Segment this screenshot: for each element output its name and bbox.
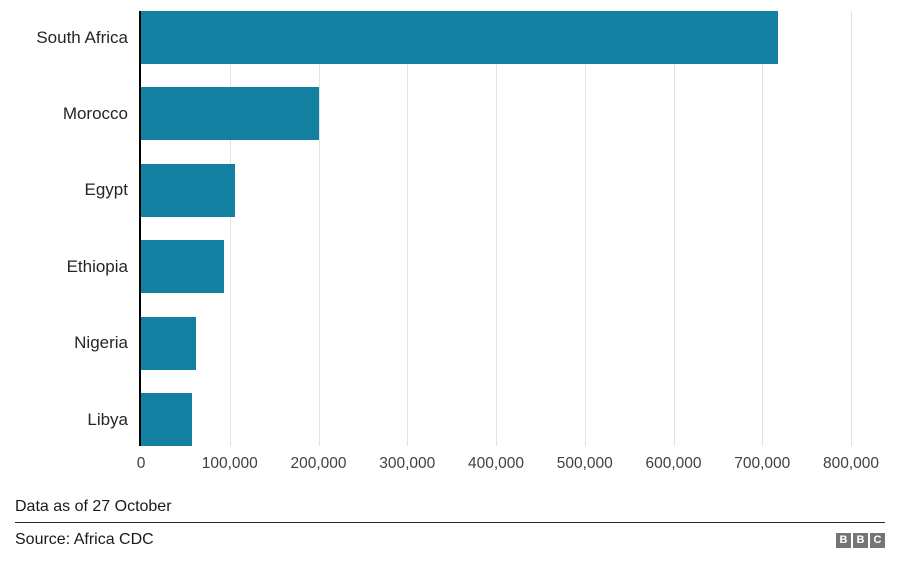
gridline-400000 xyxy=(496,11,497,446)
bbc-logo-block: C xyxy=(870,532,885,548)
gridline-500000 xyxy=(584,11,586,446)
x-axis-tick-labels: 0 100,000 200,000 300,000 400,000 500,00… xyxy=(137,455,879,475)
x-tick-500000: 500,000 xyxy=(556,455,613,472)
bar-libya xyxy=(141,393,192,446)
bar-south-africa xyxy=(141,11,779,64)
x-tick-700000: 700,000 xyxy=(734,455,791,472)
gridline-300000 xyxy=(407,11,409,446)
bbc-logo-block: B xyxy=(853,532,868,548)
x-tick-600000: 600,000 xyxy=(645,455,702,472)
category-label-morocco: Morocco xyxy=(62,103,128,123)
gridline-700000 xyxy=(762,11,764,446)
chart-footer: Data as of 27 October Source: Africa CDC… xyxy=(15,497,885,550)
bar-ethiopia xyxy=(141,240,225,294)
bbc-logo-block: B xyxy=(836,532,851,548)
bar-morocco xyxy=(141,87,319,141)
source-credit: Source: Africa CDC xyxy=(15,531,154,548)
bbc-logo: B B C xyxy=(836,532,885,548)
x-tick-800000: 800,000 xyxy=(822,455,880,472)
data-as-of-note: Data as of 27 October xyxy=(15,498,172,515)
y-axis-category-labels: South Africa Morocco Egypt Ethiopia Nige… xyxy=(0,11,128,446)
category-label-south-africa: South Africa xyxy=(36,27,128,47)
x-tick-400000: 400,000 xyxy=(467,455,525,472)
category-label-ethiopia: Ethiopia xyxy=(66,256,128,276)
gridline-600000 xyxy=(673,11,675,446)
x-tick-300000: 300,000 xyxy=(379,455,436,472)
category-label-libya: Libya xyxy=(87,409,128,429)
gridline-800000 xyxy=(851,11,852,446)
gridline-100000 xyxy=(229,11,231,446)
plot-area xyxy=(139,11,852,446)
gridline-200000 xyxy=(318,11,320,446)
category-label-nigeria: Nigeria xyxy=(74,333,128,353)
x-tick-200000: 200,000 xyxy=(290,455,347,472)
bar-egypt xyxy=(141,163,236,217)
x-tick-100000: 100,000 xyxy=(201,455,258,472)
bar-nigeria xyxy=(141,316,197,370)
footer-divider xyxy=(15,522,885,523)
category-label-egypt: Egypt xyxy=(84,180,128,200)
x-tick-0: 0 xyxy=(136,455,146,472)
